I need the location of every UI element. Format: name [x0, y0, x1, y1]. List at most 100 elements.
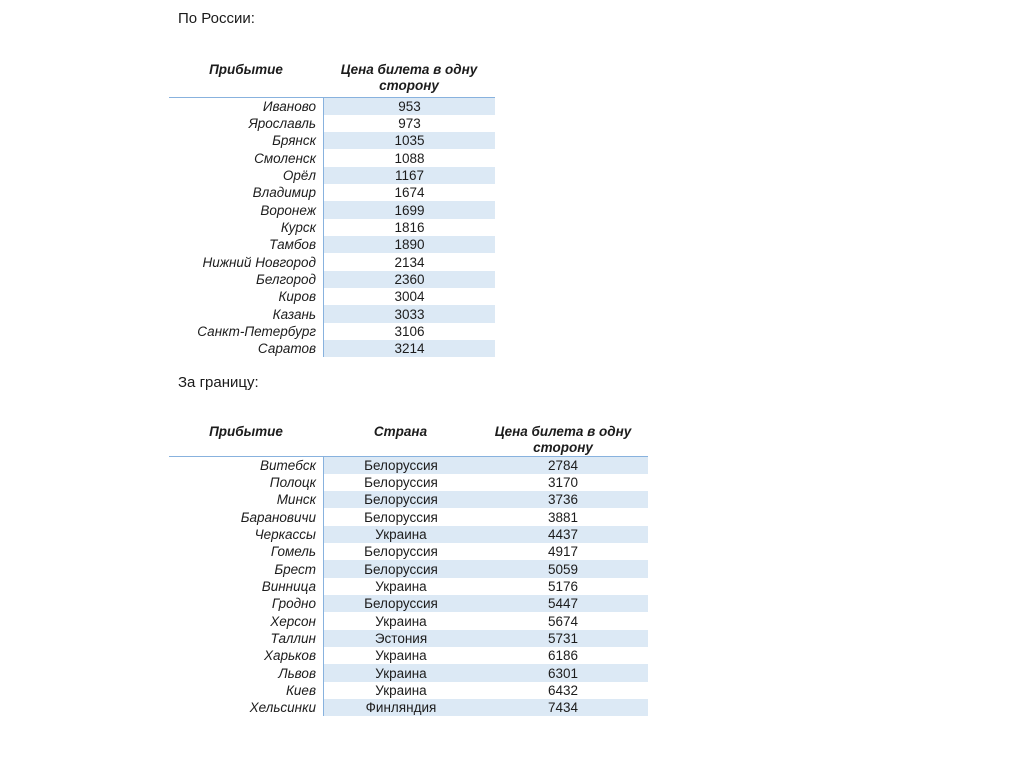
city-cell: Херсон [270, 613, 316, 629]
price-cell: 953 [323, 97, 495, 115]
city-cell: Белгород [256, 271, 316, 287]
price-cell: 5674 [547, 613, 579, 629]
table-row: Гродно Белоруссия 5447 [169, 595, 648, 613]
table-row: Казань 3033 [169, 305, 495, 323]
country-cell: Финляндия [323, 699, 478, 717]
country-cell: Украина [323, 577, 478, 596]
city-cell: Львов [278, 665, 316, 681]
russia-header-arrival: Прибытие [209, 62, 283, 77]
city-cell: Черкассы [254, 526, 316, 542]
table-row: Курск 1816 [169, 218, 495, 237]
city-cell: Минск [276, 492, 316, 508]
city-cell: Таллин [270, 630, 316, 646]
price-cell: 4437 [478, 525, 648, 544]
abroad-header-country: Страна [373, 424, 428, 439]
country-cell: Украина [323, 525, 478, 544]
abroad-header-price: Цена билета в одну сторону [494, 424, 632, 455]
price-cell: 3033 [323, 305, 495, 323]
country-cell: Украина [323, 664, 478, 682]
city-cell: Хельсинки [249, 700, 316, 716]
city-cell: Гродно [271, 596, 316, 612]
table-row: Барановичи Белоруссия 3881 [169, 508, 648, 526]
city-cell: Владимир [252, 185, 316, 201]
table-row: Ярославль 973 [169, 114, 495, 133]
price-cell: 7434 [478, 699, 648, 717]
city-cell: Саратов [257, 341, 316, 357]
city-cell: Брест [274, 561, 316, 577]
table-row: Черкассы Украина 4437 [169, 525, 648, 544]
price-cell: 3214 [323, 340, 495, 358]
table-row: Киев Украина 6432 [169, 681, 648, 700]
city-cell: Нижний Новгород [202, 254, 316, 270]
city-cell: Киров [278, 289, 316, 305]
city-cell: Харьков [263, 648, 316, 664]
table-row: Львов Украина 6301 [169, 664, 648, 682]
table-row: Саратов 3214 [169, 340, 495, 358]
country-cell: Белоруссия [323, 508, 478, 526]
price-cell: 1816 [323, 218, 495, 237]
price-cell: 2134 [323, 253, 495, 271]
price-cell: 2784 [478, 456, 648, 474]
price-cell: 1699 [323, 201, 495, 219]
table-row: Таллин Эстония 5731 [169, 629, 648, 648]
price-cell: 6301 [478, 664, 648, 682]
abroad-price-table: Прибытие Страна Цена билета в одну сторо… [169, 420, 648, 717]
price-cell: 1088 [323, 149, 495, 167]
price-cell: 1167 [323, 166, 495, 185]
city-cell: Барановичи [240, 509, 316, 525]
price-cell: 6186 [547, 648, 579, 664]
price-cell: 5447 [478, 595, 648, 613]
city-cell: Орёл [282, 167, 316, 183]
price-cell: 1890 [323, 236, 495, 254]
russia-table-body: Иваново 953 Ярославль 973 Брянск 1035 Смоленск… [169, 97, 495, 358]
table-row: Смоленск 1088 [169, 149, 495, 167]
table-row: Хельсинки Финляндия 7434 [169, 699, 648, 717]
country-cell: Украина [323, 681, 478, 700]
table-row: Киров 3004 [169, 288, 495, 306]
section-abroad-title: За границу: [178, 374, 259, 391]
table-row: Тамбов 1890 [169, 236, 495, 254]
abroad-header-arrival: Прибытие [209, 424, 283, 439]
price-cell: 6432 [547, 682, 579, 698]
table-row: Брест Белоруссия 5059 [169, 560, 648, 578]
table-row: Полоцк Белоруссия 3170 [169, 473, 648, 492]
city-cell: Воронеж [260, 202, 316, 218]
price-cell: 973 [323, 114, 495, 133]
section-russia-title: По России: [178, 10, 255, 27]
price-cell: 5059 [478, 560, 648, 578]
city-cell: Курск [280, 219, 316, 235]
table-row: Орёл 1167 [169, 166, 495, 185]
price-cell: 1035 [323, 132, 495, 150]
table-row: Нижний Новгород 2134 [169, 253, 495, 271]
country-cell: Украина [323, 647, 478, 665]
city-cell: Казань [272, 306, 316, 322]
price-cell: 4917 [547, 544, 579, 560]
price-cell: 3170 [547, 474, 579, 490]
price-cell: 5176 [547, 578, 579, 594]
abroad-table-header-row: Прибытие Страна Цена билета в одну сторо… [169, 420, 648, 457]
abroad-table-body: Витебск Белоруссия 2784 Полоцк Белоруссия 317… [169, 456, 648, 717]
table-row: Минск Белоруссия 3736 [169, 491, 648, 509]
city-cell: Винница [261, 578, 316, 594]
russia-table-header-row: Прибытие Цена билета в одну сторону [169, 58, 495, 98]
city-cell: Ярославль [248, 115, 316, 131]
price-cell: 2360 [323, 270, 495, 289]
russia-price-table: Прибытие Цена билета в одну сторону Иван… [169, 58, 495, 358]
city-cell: Полоцк [269, 474, 316, 490]
city-cell: Киев [285, 682, 316, 698]
country-cell: Белоруссия [323, 595, 478, 613]
city-cell: Иваново [262, 98, 316, 114]
city-cell: Санкт-Петербург [197, 323, 316, 339]
table-row: Владимир 1674 [169, 184, 495, 202]
price-cell: 1674 [323, 184, 495, 202]
table-row: Витебск Белоруссия 2784 [169, 456, 648, 474]
table-row: Иваново 953 [169, 97, 495, 115]
country-cell: Украина [323, 612, 478, 630]
table-row: Харьков Украина 6186 [169, 647, 648, 665]
country-cell: Эстония [323, 629, 478, 648]
city-cell: Брянск [272, 133, 316, 149]
price-cell: 3004 [323, 288, 495, 306]
table-row: Херсон Украина 5674 [169, 612, 648, 630]
table-row: Белгород 2360 [169, 270, 495, 289]
